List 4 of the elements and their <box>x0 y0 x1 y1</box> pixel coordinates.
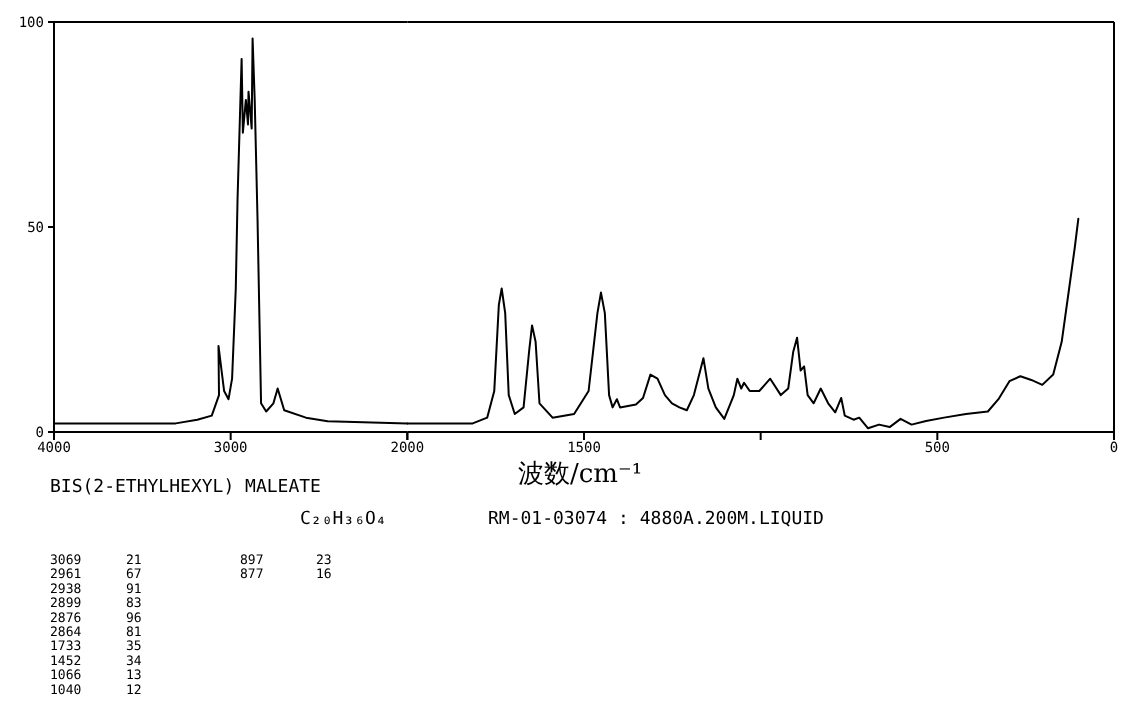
text: C₂₀H₃₆O₄ <box>300 510 387 530</box>
text: BIS(2-ETHYLHEXYL) MALEATE <box>50 478 321 498</box>
text: RM-01-03074 : 4880A.200M.LIQUID <box>488 510 824 530</box>
x-axis-title: 波数/cm⁻¹ <box>517 460 643 490</box>
